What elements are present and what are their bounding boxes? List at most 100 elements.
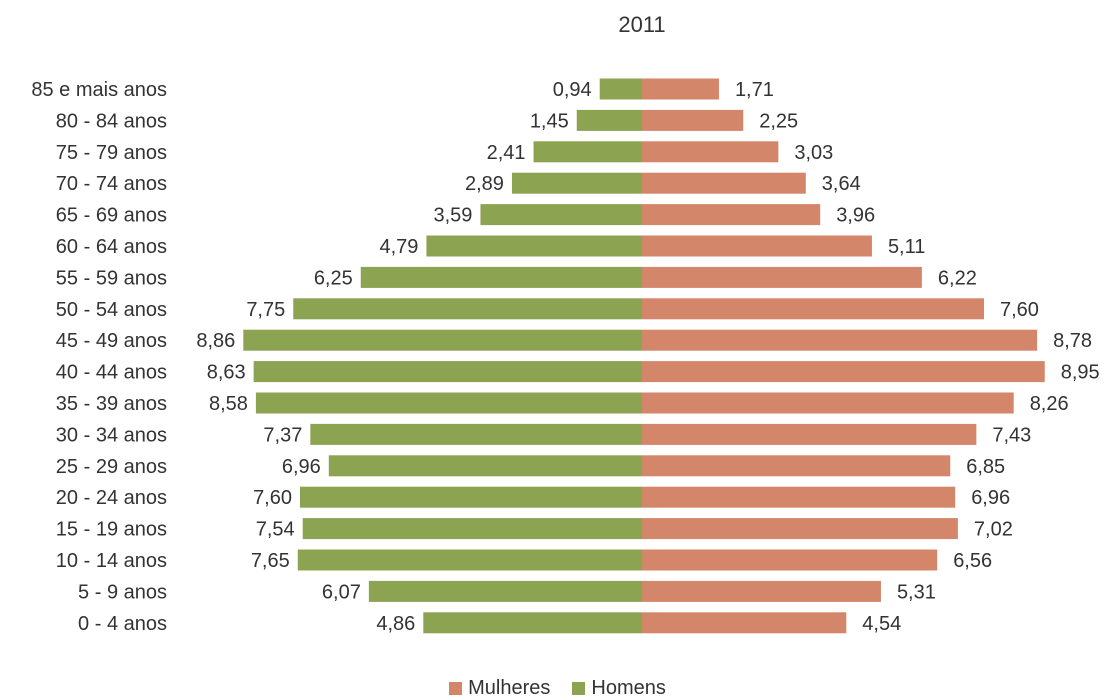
bar-homens-0-4-anos bbox=[423, 612, 642, 634]
legend-swatch-mulheres bbox=[449, 681, 463, 695]
bar-mulheres-15-19-anos bbox=[642, 518, 958, 540]
bar-mulheres-40-44-anos bbox=[642, 361, 1045, 383]
value-label-mulheres-75-79-anos: 3,03 bbox=[794, 142, 833, 164]
age-group-label-35-39-anos: 35 - 39 anos bbox=[56, 393, 167, 415]
age-group-label-55-59-anos: 55 - 59 anos bbox=[56, 267, 167, 289]
bar-homens-35-39-anos bbox=[255, 392, 642, 414]
legend-label-homens: Homens bbox=[591, 676, 666, 699]
value-label-mulheres-55-59-anos: 6,22 bbox=[938, 267, 977, 289]
value-label-mulheres-60-64-anos: 5,11 bbox=[888, 236, 925, 258]
value-label-mulheres-30-34-anos: 7,43 bbox=[992, 424, 1031, 446]
age-group-label-85-e-mais-anos: 85 e mais anos bbox=[31, 79, 167, 101]
value-label-homens-30-34-anos: 7,37 bbox=[263, 424, 302, 446]
bar-homens-5-9-anos bbox=[368, 580, 642, 602]
bar-mulheres-25-29-anos bbox=[642, 455, 951, 477]
value-label-mulheres-15-19-anos: 7,02 bbox=[974, 519, 1013, 541]
age-group-label-50-54-anos: 50 - 54 anos bbox=[56, 299, 167, 321]
bar-homens-15-19-anos bbox=[302, 518, 642, 540]
bar-homens-60-64-anos bbox=[426, 235, 642, 257]
bar-homens-30-34-anos bbox=[310, 423, 642, 445]
legend-label-mulheres: Mulheres bbox=[468, 676, 551, 699]
bar-mulheres-70-74-anos bbox=[642, 172, 806, 194]
bar-mulheres-30-34-anos bbox=[642, 423, 977, 445]
legend: Mulheres Homens bbox=[0, 676, 1115, 700]
homens-bars bbox=[243, 78, 643, 634]
bar-mulheres-45-49-anos bbox=[642, 329, 1038, 351]
value-label-mulheres-0-4-anos: 4,54 bbox=[862, 613, 901, 635]
bar-mulheres-10-14-anos bbox=[642, 549, 938, 571]
age-group-label-40-44-anos: 40 - 44 anos bbox=[56, 362, 167, 384]
age-group-labels: 85 e mais anos 80 - 84 anos 75 - 79 anos 70… bbox=[31, 79, 167, 635]
bar-homens-40-44-anos bbox=[253, 361, 642, 383]
value-label-mulheres-5-9-anos: 5,31 bbox=[897, 581, 936, 603]
bar-mulheres-60-64-anos bbox=[642, 235, 872, 257]
value-labels: 0,94 1,71 1,45 2,25 2,41 3,03 2,89 3,64 3,59 3,96… bbox=[196, 79, 1099, 635]
bar-homens-70-74-anos bbox=[511, 172, 642, 194]
legend-item-homens[interactable]: Homens bbox=[572, 676, 666, 700]
value-label-homens-85-e-mais-anos: 0,94 bbox=[553, 79, 592, 101]
age-group-label-10-14-anos: 10 - 14 anos bbox=[56, 550, 167, 572]
value-label-mulheres-70-74-anos: 3,64 bbox=[822, 173, 861, 195]
bar-homens-75-79-anos bbox=[533, 141, 642, 163]
bar-homens-45-49-anos bbox=[243, 329, 643, 351]
value-label-homens-5-9-anos: 6,07 bbox=[322, 581, 361, 603]
value-label-homens-55-59-anos: 6,25 bbox=[314, 267, 353, 289]
bar-homens-50-54-anos bbox=[293, 298, 642, 320]
bar-mulheres-85-e-mais-anos bbox=[642, 78, 719, 100]
mulheres-bars bbox=[642, 78, 1045, 634]
value-label-homens-80-84-anos: 1,45 bbox=[530, 110, 569, 132]
bar-mulheres-35-39-anos bbox=[642, 392, 1014, 414]
value-label-homens-70-74-anos: 2,89 bbox=[465, 173, 504, 195]
age-group-label-25-29-anos: 25 - 29 anos bbox=[56, 456, 167, 478]
value-label-mulheres-85-e-mais-anos: 1,71 bbox=[735, 79, 774, 101]
bar-mulheres-75-79-anos bbox=[642, 141, 779, 163]
value-label-mulheres-40-44-anos: 8,95 bbox=[1061, 362, 1100, 384]
bar-homens-55-59-anos bbox=[360, 266, 642, 288]
bar-mulheres-55-59-anos bbox=[642, 266, 922, 288]
bar-homens-25-29-anos bbox=[328, 455, 642, 477]
bar-homens-80-84-anos bbox=[576, 109, 642, 131]
bar-mulheres-50-54-anos bbox=[642, 298, 984, 320]
value-label-mulheres-45-49-anos: 8,78 bbox=[1053, 330, 1092, 352]
age-group-label-5-9-anos: 5 - 9 anos bbox=[78, 581, 167, 603]
value-label-mulheres-35-39-anos: 8,26 bbox=[1030, 393, 1069, 415]
age-group-label-60-64-anos: 60 - 64 anos bbox=[56, 236, 167, 258]
bar-homens-85-e-mais-anos bbox=[599, 78, 642, 100]
age-group-label-0-4-anos: 0 - 4 anos bbox=[78, 613, 167, 635]
value-label-homens-50-54-anos: 7,75 bbox=[246, 299, 285, 321]
age-group-label-20-24-anos: 20 - 24 anos bbox=[56, 487, 167, 509]
value-label-mulheres-80-84-anos: 2,25 bbox=[759, 110, 798, 132]
value-label-homens-0-4-anos: 4,86 bbox=[376, 613, 415, 635]
value-label-mulheres-25-29-anos: 6,85 bbox=[966, 456, 1005, 478]
value-label-homens-60-64-anos: 4,79 bbox=[380, 236, 419, 258]
value-label-homens-65-69-anos: 3,59 bbox=[434, 205, 473, 227]
age-group-label-30-34-anos: 30 - 34 anos bbox=[56, 424, 167, 446]
value-label-mulheres-20-24-anos: 6,96 bbox=[971, 487, 1010, 509]
bar-homens-65-69-anos bbox=[480, 204, 642, 226]
age-group-label-45-49-anos: 45 - 49 anos bbox=[56, 330, 167, 352]
value-label-mulheres-10-14-anos: 6,56 bbox=[953, 550, 992, 572]
age-group-label-75-79-anos: 75 - 79 anos bbox=[56, 142, 167, 164]
population-pyramid-chart: 2011 85 e mais anos 80 - 84 anos 75 - 79 a… bbox=[31, 12, 1099, 635]
bar-homens-20-24-anos bbox=[300, 486, 642, 508]
bar-homens-10-14-anos bbox=[297, 549, 642, 571]
value-label-mulheres-50-54-anos: 7,60 bbox=[1000, 299, 1039, 321]
bar-mulheres-80-84-anos bbox=[642, 109, 744, 131]
value-label-homens-10-14-anos: 7,65 bbox=[251, 550, 290, 572]
value-label-mulheres-65-69-anos: 3,96 bbox=[836, 205, 875, 227]
legend-swatch-homens bbox=[572, 681, 586, 695]
age-group-label-80-84-anos: 80 - 84 anos bbox=[56, 110, 167, 132]
bar-mulheres-5-9-anos bbox=[642, 580, 881, 602]
age-group-label-65-69-anos: 65 - 69 anos bbox=[56, 205, 167, 227]
age-group-label-15-19-anos: 15 - 19 anos bbox=[56, 519, 167, 541]
legend-item-mulheres[interactable]: Mulheres bbox=[449, 677, 550, 700]
value-label-homens-40-44-anos: 8,63 bbox=[207, 362, 246, 384]
bar-mulheres-65-69-anos bbox=[642, 204, 821, 226]
chart-title: 2011 bbox=[618, 12, 665, 37]
value-label-homens-75-79-anos: 2,41 bbox=[487, 142, 526, 164]
value-label-homens-25-29-anos: 6,96 bbox=[282, 456, 321, 478]
bar-mulheres-20-24-anos bbox=[642, 486, 956, 508]
value-label-homens-35-39-anos: 8,58 bbox=[209, 393, 248, 415]
value-label-homens-45-49-anos: 8,86 bbox=[196, 330, 235, 352]
value-label-homens-20-24-anos: 7,60 bbox=[253, 487, 292, 509]
